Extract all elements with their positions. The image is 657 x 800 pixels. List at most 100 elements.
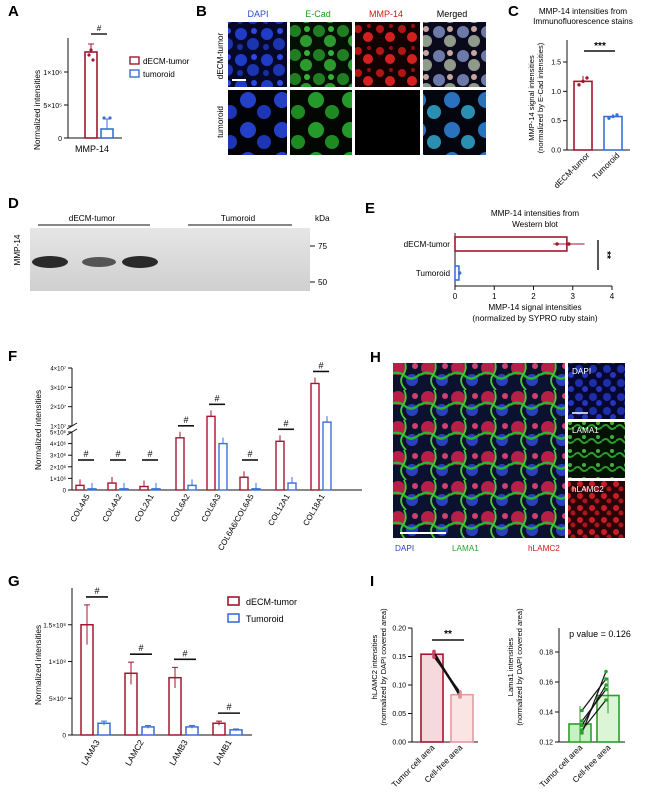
- panel-f-bar: [187, 484, 197, 491]
- panel-c-tick-label: 1.5: [551, 60, 561, 67]
- panel-f-bar: [151, 488, 161, 491]
- panel-i-right-ylabel-1: Lama1 intensities: [506, 638, 515, 697]
- panel-f-bar: [206, 415, 216, 491]
- panel-f-tick-label: 0: [63, 489, 67, 495]
- panel-h: H DAPI LAMA1 hLAMC2 DAPI LAMA1 hLAMC2: [370, 349, 625, 553]
- panel-a-bar-tumoroid: [100, 128, 114, 139]
- panel-i-right-tick-label: 0.14: [539, 710, 553, 717]
- panel-e-title-2: Western blot: [512, 220, 559, 229]
- panel-b-letter: B: [196, 3, 207, 20]
- panel-d-group-tumoroid: Tumoroid: [221, 214, 256, 223]
- panel-c-tick-label: 0.5: [551, 118, 561, 125]
- panel-i-left-bar: [450, 693, 474, 743]
- panel-e-sig: **: [601, 251, 612, 259]
- panel-c-title-1: MMP-14 intensities from: [539, 7, 627, 16]
- panel-g-xlabel: LAMB3: [167, 738, 190, 767]
- panel-a-legend-tumoroid: tumoroid: [143, 70, 175, 79]
- panel-f-letter: F: [8, 348, 17, 365]
- panel-b-image-merged-decm: [423, 22, 486, 87]
- panel-e-tick-label: 3: [571, 292, 576, 301]
- panel-i-left-point: [432, 655, 436, 659]
- panel-g-xlabel: LAMB1: [211, 738, 234, 767]
- panel-f-xlabel: COL4A5: [69, 492, 92, 524]
- panel-i: I hLAMC2 intensities (normalized by DAPI…: [370, 573, 631, 789]
- panel-i-right-point: [604, 677, 608, 681]
- panel-e-tick-label: 1: [492, 292, 497, 301]
- panel-i-right-point: [604, 698, 608, 702]
- panel-d-letter: D: [8, 195, 19, 212]
- panel-c-xlabel-decm: dECM-tumor: [552, 151, 591, 190]
- panel-e-xlabel-1: MMP-14 signal intensities: [488, 303, 581, 312]
- panel-f-bar: [139, 485, 149, 491]
- panel-h-legend-dapi: DAPI: [395, 544, 414, 553]
- panel-g-legend-swatch: [227, 613, 240, 623]
- panel-d-group-decm: dECM-tumor: [69, 214, 116, 223]
- panel-b: B DAPI E-Cad MMP-14 Merged dECM-tumor tu…: [196, 3, 486, 155]
- panel-d-ylabel: MMP-14: [13, 234, 22, 265]
- panel-b-col-dapi: DAPI: [247, 9, 268, 19]
- panel-h-inset-dapi-label: DAPI: [572, 367, 591, 376]
- panel-h-legend-hlamc2: hLAMC2: [528, 544, 560, 553]
- panel-d-band: [32, 256, 68, 268]
- panel-c-bar: [573, 80, 593, 151]
- panel-e-title-1: MMP-14 intensities from: [491, 209, 579, 218]
- panel-i-right-tick-label: 0.16: [539, 680, 553, 687]
- panel-b-image-mmp14-decm: [355, 22, 420, 87]
- panel-d-marker-75: 75: [318, 242, 328, 251]
- panel-d: D dECM-tumor Tumoroid kDa 75 50 MMP-14: [8, 195, 330, 291]
- panel-b-row-decm: dECM-tumor: [216, 33, 225, 80]
- panel-b-image-ecad-tumoroid: [290, 90, 352, 155]
- panel-f-xlabel: COL4A2: [101, 492, 124, 524]
- panel-f-xlabel: COL18A1: [301, 492, 327, 527]
- panel-f-bar: [175, 437, 185, 491]
- panel-b-col-mmp14: MMP-14: [369, 9, 403, 19]
- panel-g-ylabel: Normalized intensities: [34, 625, 43, 705]
- panel-g-letter: G: [8, 573, 20, 590]
- panel-f-sig: #: [247, 449, 252, 459]
- panel-a-ylabel: Normalized intensities: [33, 70, 42, 150]
- panel-f-tick-label: 4×10⁶: [50, 441, 67, 448]
- panel-i-right-point: [580, 731, 584, 735]
- panel-g-sig: #: [182, 648, 187, 658]
- panel-i-right-pair-line: [581, 678, 607, 711]
- panel-c-ylabel-2: (normalized by E-Cad intensities): [536, 42, 545, 153]
- panel-h-inset-hlamc2-label: hLAMC2: [572, 485, 604, 494]
- panel-e-letter: E: [365, 200, 375, 217]
- panel-i-right-point: [580, 708, 584, 713]
- panel-e-tick-label: 4: [610, 292, 615, 301]
- panel-g-tick-label: 5×10⁷: [49, 696, 67, 703]
- panel-g-legend-tumoroid: Tumoroid: [246, 614, 284, 624]
- panel-f-tick-label: 3×10⁶: [50, 453, 67, 460]
- panel-f-bar: [310, 382, 320, 491]
- panel-c-point: [581, 79, 585, 84]
- panel-h-legend-lama1: LAMA1: [452, 544, 479, 553]
- panel-i-left-point: [432, 650, 436, 655]
- panel-e-bar: [454, 236, 568, 252]
- panel-f-sig: #: [83, 449, 88, 459]
- panel-f-tick-label: 5×10⁶: [50, 430, 67, 437]
- panel-h-inset-dapi: [568, 363, 625, 419]
- panel-d-kda: kDa: [315, 214, 330, 223]
- panel-b-image-dapi-tumoroid: [228, 90, 287, 155]
- panel-i-right-ylabel-2: (normalized by DAPI covered area): [515, 608, 524, 726]
- panel-f-bar: [251, 488, 261, 491]
- panel-e-tick-label: 0: [453, 292, 458, 301]
- panel-f-bar: [218, 442, 228, 491]
- panel-h-letter: H: [370, 349, 381, 366]
- panel-g-xlabel: LAMA3: [79, 738, 102, 767]
- panel-b-row-tumoroid: tumoroid: [216, 106, 225, 138]
- panel-f-bar: [119, 488, 129, 491]
- panel-c-point: [615, 113, 619, 117]
- panel-d-marker-50: 50: [318, 278, 328, 287]
- panel-g-legend-decm: dECM-tumor: [246, 597, 297, 607]
- panel-f-bar: [75, 484, 85, 491]
- panel-i-right-pair-line: [581, 689, 607, 722]
- panel-g-tick-label: 1.5×10⁸: [43, 622, 66, 629]
- panel-c-point: [577, 83, 581, 87]
- panel-e-xlabel-2: (normalized by SYPRO ruby stain): [472, 314, 597, 323]
- panel-i-right-tick-label: 0.18: [539, 650, 553, 657]
- panel-c-xlabel-tumoroid: Tumoroid: [591, 151, 622, 182]
- panel-d-blot-image: [30, 228, 310, 291]
- panel-i-right-point: [604, 669, 608, 674]
